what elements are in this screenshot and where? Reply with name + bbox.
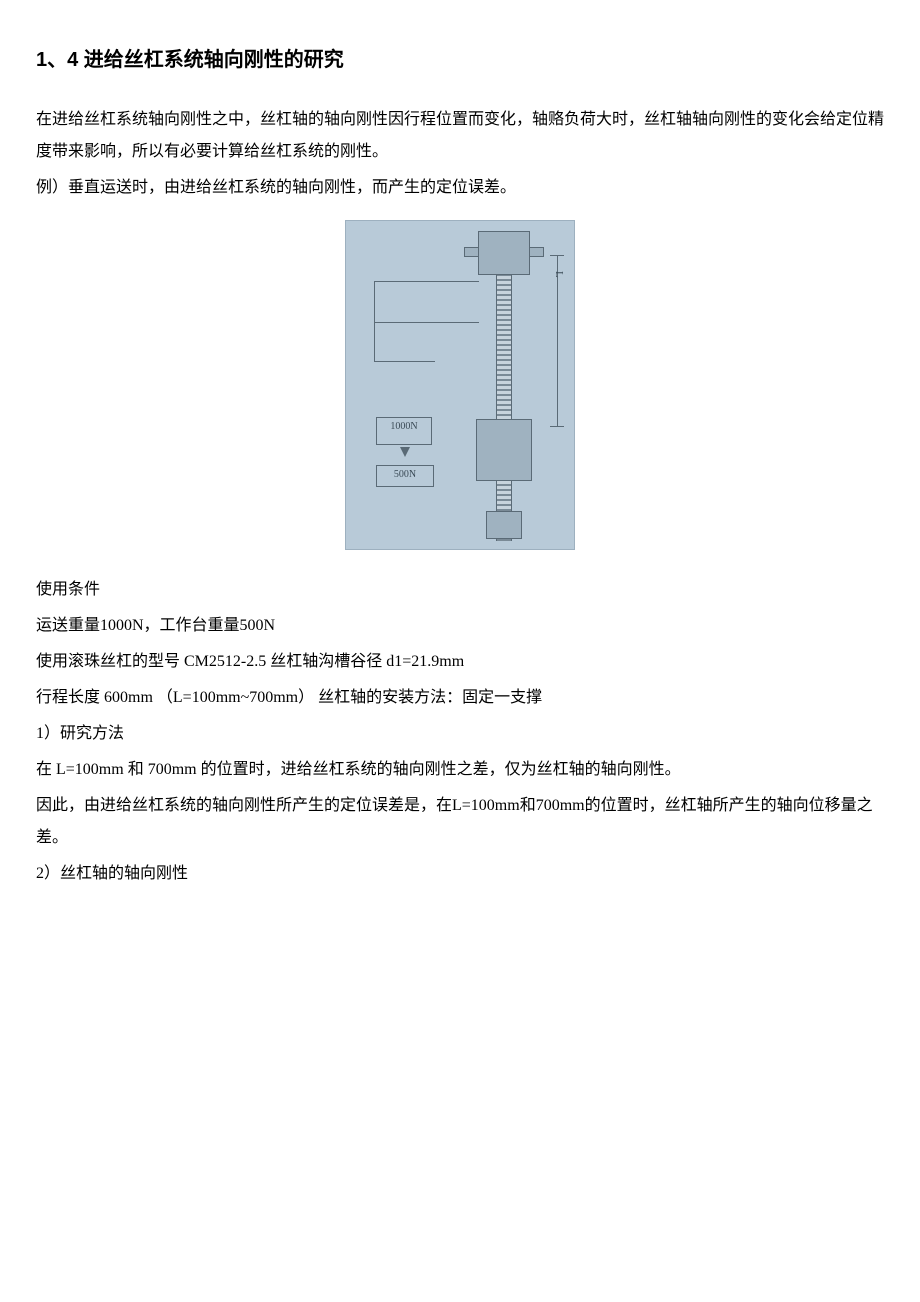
- bracket-line-icon: [374, 281, 479, 323]
- bracket-line-2-icon: [374, 321, 435, 362]
- conditions-line-3: 行程长度 600mm （L=100mm~700mm） 丝杠轴的安装方法：固定一支…: [36, 682, 884, 714]
- section-1-paragraph-2: 因此，由进给丝杠系统的轴向刚性所产生的定位误差是，在L=100mm和700mm的…: [36, 790, 884, 854]
- page-title: 1、4 进给丝杠系统轴向刚性的研究: [36, 40, 884, 80]
- bottom-bearing-icon: [486, 511, 522, 539]
- load-500n-label: 500N: [376, 465, 434, 487]
- conditions-line-1: 运送重量1000N，工作台重量500N: [36, 610, 884, 642]
- nut-block-icon: [476, 419, 532, 481]
- diagram-container: L 1000N 500N: [36, 220, 884, 562]
- load-arrow-icon: [400, 447, 410, 457]
- section-1-heading: 1）研究方法: [36, 718, 884, 750]
- intro-paragraph-2: 例）垂直运送时，由进给丝杠系统的轴向刚性，而产生的定位误差。: [36, 172, 884, 204]
- load-1000n-label: 1000N: [376, 417, 432, 445]
- screw-shaft-diagram: L 1000N 500N: [345, 220, 575, 550]
- conditions-line-2: 使用滚珠丝杠的型号 CM2512-2.5 丝杠轴沟槽谷径 d1=21.9mm: [36, 646, 884, 678]
- conditions-heading: 使用条件: [36, 574, 884, 606]
- section-1-paragraph-1: 在 L=100mm 和 700mm 的位置时，进给丝杠系统的轴向刚性之差，仅为丝…: [36, 754, 884, 786]
- dimension-l-label: L: [548, 271, 570, 278]
- dimension-l-icon: [550, 255, 564, 427]
- intro-paragraph-1: 在进给丝杠系统轴向刚性之中，丝杠轴的轴向刚性因行程位置而变化，轴赂负荷大时，丝杠…: [36, 104, 884, 168]
- top-bearing-icon: [478, 231, 530, 275]
- section-2-heading: 2）丝杠轴的轴向刚性: [36, 858, 884, 890]
- screw-shaft-icon: [496, 231, 512, 541]
